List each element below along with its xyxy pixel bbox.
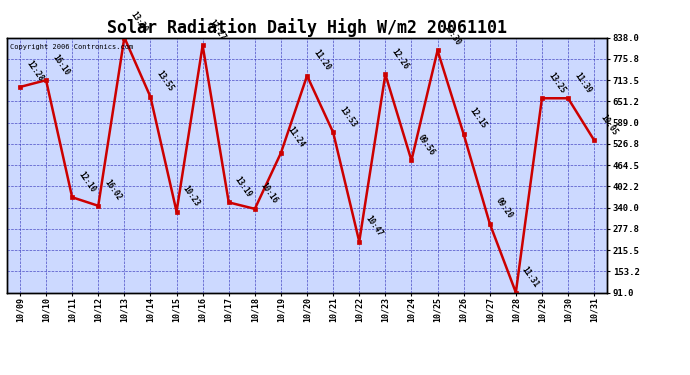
Text: 09:20: 09:20	[494, 196, 515, 220]
Text: 12:10: 12:10	[77, 170, 97, 194]
Text: 13:25: 13:25	[546, 70, 566, 95]
Text: 10:16: 10:16	[259, 181, 279, 205]
Text: 11:31: 11:31	[520, 265, 541, 289]
Text: 13:19: 13:19	[233, 175, 253, 199]
Text: 11:20: 11:20	[311, 48, 332, 72]
Text: 13:27: 13:27	[207, 18, 228, 42]
Text: 11:24: 11:24	[285, 125, 306, 149]
Text: 09:56: 09:56	[415, 133, 436, 157]
Text: 13:53: 13:53	[337, 105, 358, 129]
Text: Copyright 2006 Contronics.com: Copyright 2006 Contronics.com	[10, 44, 133, 50]
Text: 12:26: 12:26	[390, 47, 410, 71]
Text: 13:30: 13:30	[442, 23, 462, 47]
Text: 13:55: 13:55	[155, 69, 175, 93]
Text: 12:15: 12:15	[468, 106, 489, 130]
Text: 10:47: 10:47	[364, 214, 384, 238]
Text: 12:28: 12:28	[24, 59, 45, 84]
Text: 16:10: 16:10	[50, 53, 71, 76]
Text: 13:20: 13:20	[128, 10, 149, 34]
Title: Solar Radiation Daily High W/m2 20061101: Solar Radiation Daily High W/m2 20061101	[107, 18, 507, 38]
Text: 16:02: 16:02	[102, 178, 123, 202]
Text: 10:23: 10:23	[181, 184, 201, 208]
Text: 10:05: 10:05	[598, 112, 619, 137]
Text: 11:39: 11:39	[572, 70, 593, 95]
